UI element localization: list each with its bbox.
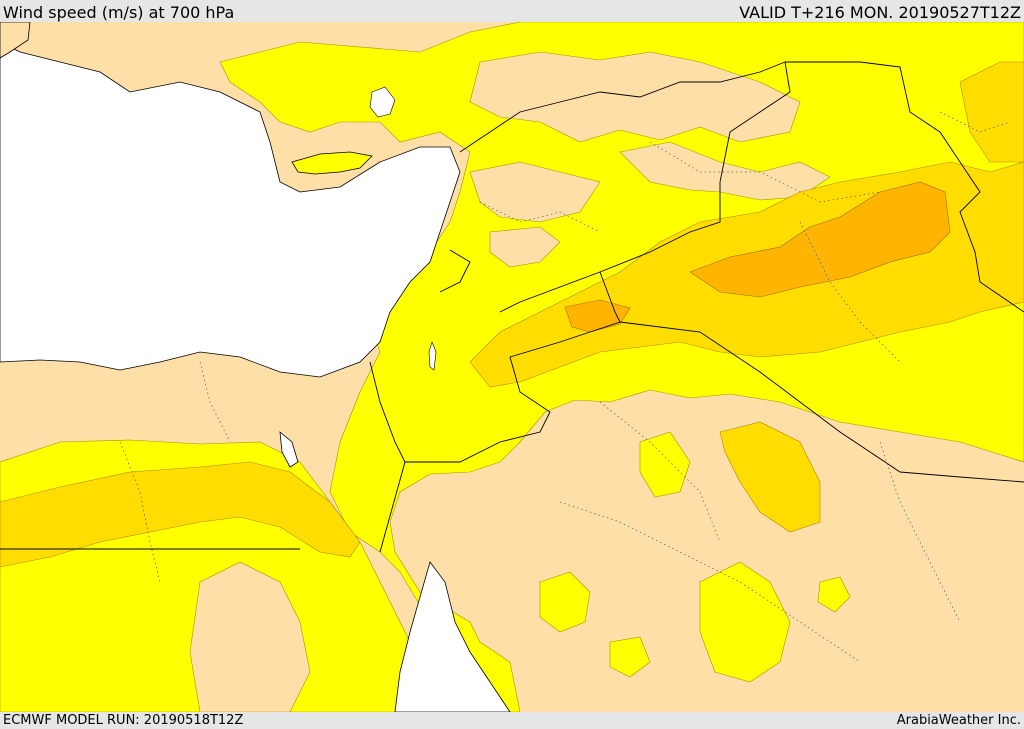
mediterranean-sea [0,41,461,378]
wind-low-blob-3 [817,576,851,613]
footer-bar: ECMWF MODEL RUN: 20190518T12Z ArabiaWeat… [0,712,1024,729]
wind-low-blob-1 [699,561,791,683]
land-patch-egypt-south [189,561,311,712]
border-lebanon [439,249,471,293]
title-bar: Wind speed (m/s) at 700 hPa VALID T+216 … [0,0,1024,22]
border-iraq-iran [785,61,1024,313]
border-jordan [405,271,621,463]
cyprus-island [291,151,373,175]
land-patch-iraq-north [619,141,831,201]
wind-high-core [689,181,951,298]
border-israel-egypt [369,361,406,553]
aegean-coast [0,22,31,59]
wind-low-blob-4 [639,431,691,498]
border-saudi-iraq [619,321,1024,483]
model-run: ECMWF MODEL RUN: 20190518T12Z [3,713,244,728]
wind-low-blob-5 [609,636,651,678]
valid-time: VALID T+216 MON. 20190527T12Z [739,3,1021,22]
wind-mid-patch-e [719,421,821,533]
province-boundaries [119,111,1011,663]
wind-mid-patch-ne [959,61,1024,163]
gulf-of-suez [279,431,299,468]
border-turkey-syria [459,61,786,153]
map-title: Wind speed (m/s) at 700 hPa [3,3,235,22]
wind-mid-band-egypt [0,461,361,568]
credit: ArabiaWeather Inc. [896,713,1021,728]
country-borders [0,61,1024,553]
wind-low-blob-2 [539,571,591,633]
dead-sea [428,341,437,371]
lake-tuz [369,86,396,118]
border-syria-iraq [499,61,791,313]
wind-speed-map [0,22,1024,712]
red-sea [394,561,511,712]
land-patch-turkey [469,51,801,143]
land-patch-levant [489,226,561,268]
land-patch-syria [469,161,601,223]
